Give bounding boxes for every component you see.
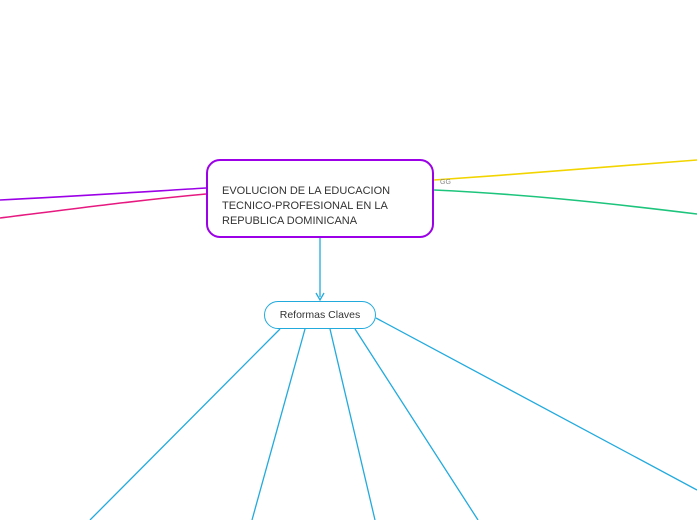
edge-left-magenta	[0, 194, 206, 218]
main-node-text: EVOLUCION DE LA EDUCACION TECNICO-PROFES…	[222, 185, 390, 227]
edge-left-purple	[0, 188, 206, 200]
edge-right-yellow	[434, 160, 697, 180]
child-node[interactable]: Reformas Claves	[264, 301, 376, 329]
edge-child-branch-1	[90, 329, 280, 520]
child-node-text: Reformas Claves	[280, 309, 361, 321]
arrowhead-main-to-child	[316, 293, 324, 300]
mindmap-canvas: EVOLUCION DE LA EDUCACION TECNICO-PROFES…	[0, 0, 697, 520]
edge-child-branch-2	[252, 329, 305, 520]
main-node[interactable]: EVOLUCION DE LA EDUCACION TECNICO-PROFES…	[206, 159, 434, 238]
edge-child-branch-3	[330, 329, 375, 520]
edge-child-branch-4	[355, 329, 478, 520]
edge-right-green	[434, 190, 697, 214]
edges-layer	[0, 0, 697, 520]
gg-label: GG	[440, 179, 451, 186]
edge-child-branch-5	[376, 318, 697, 490]
